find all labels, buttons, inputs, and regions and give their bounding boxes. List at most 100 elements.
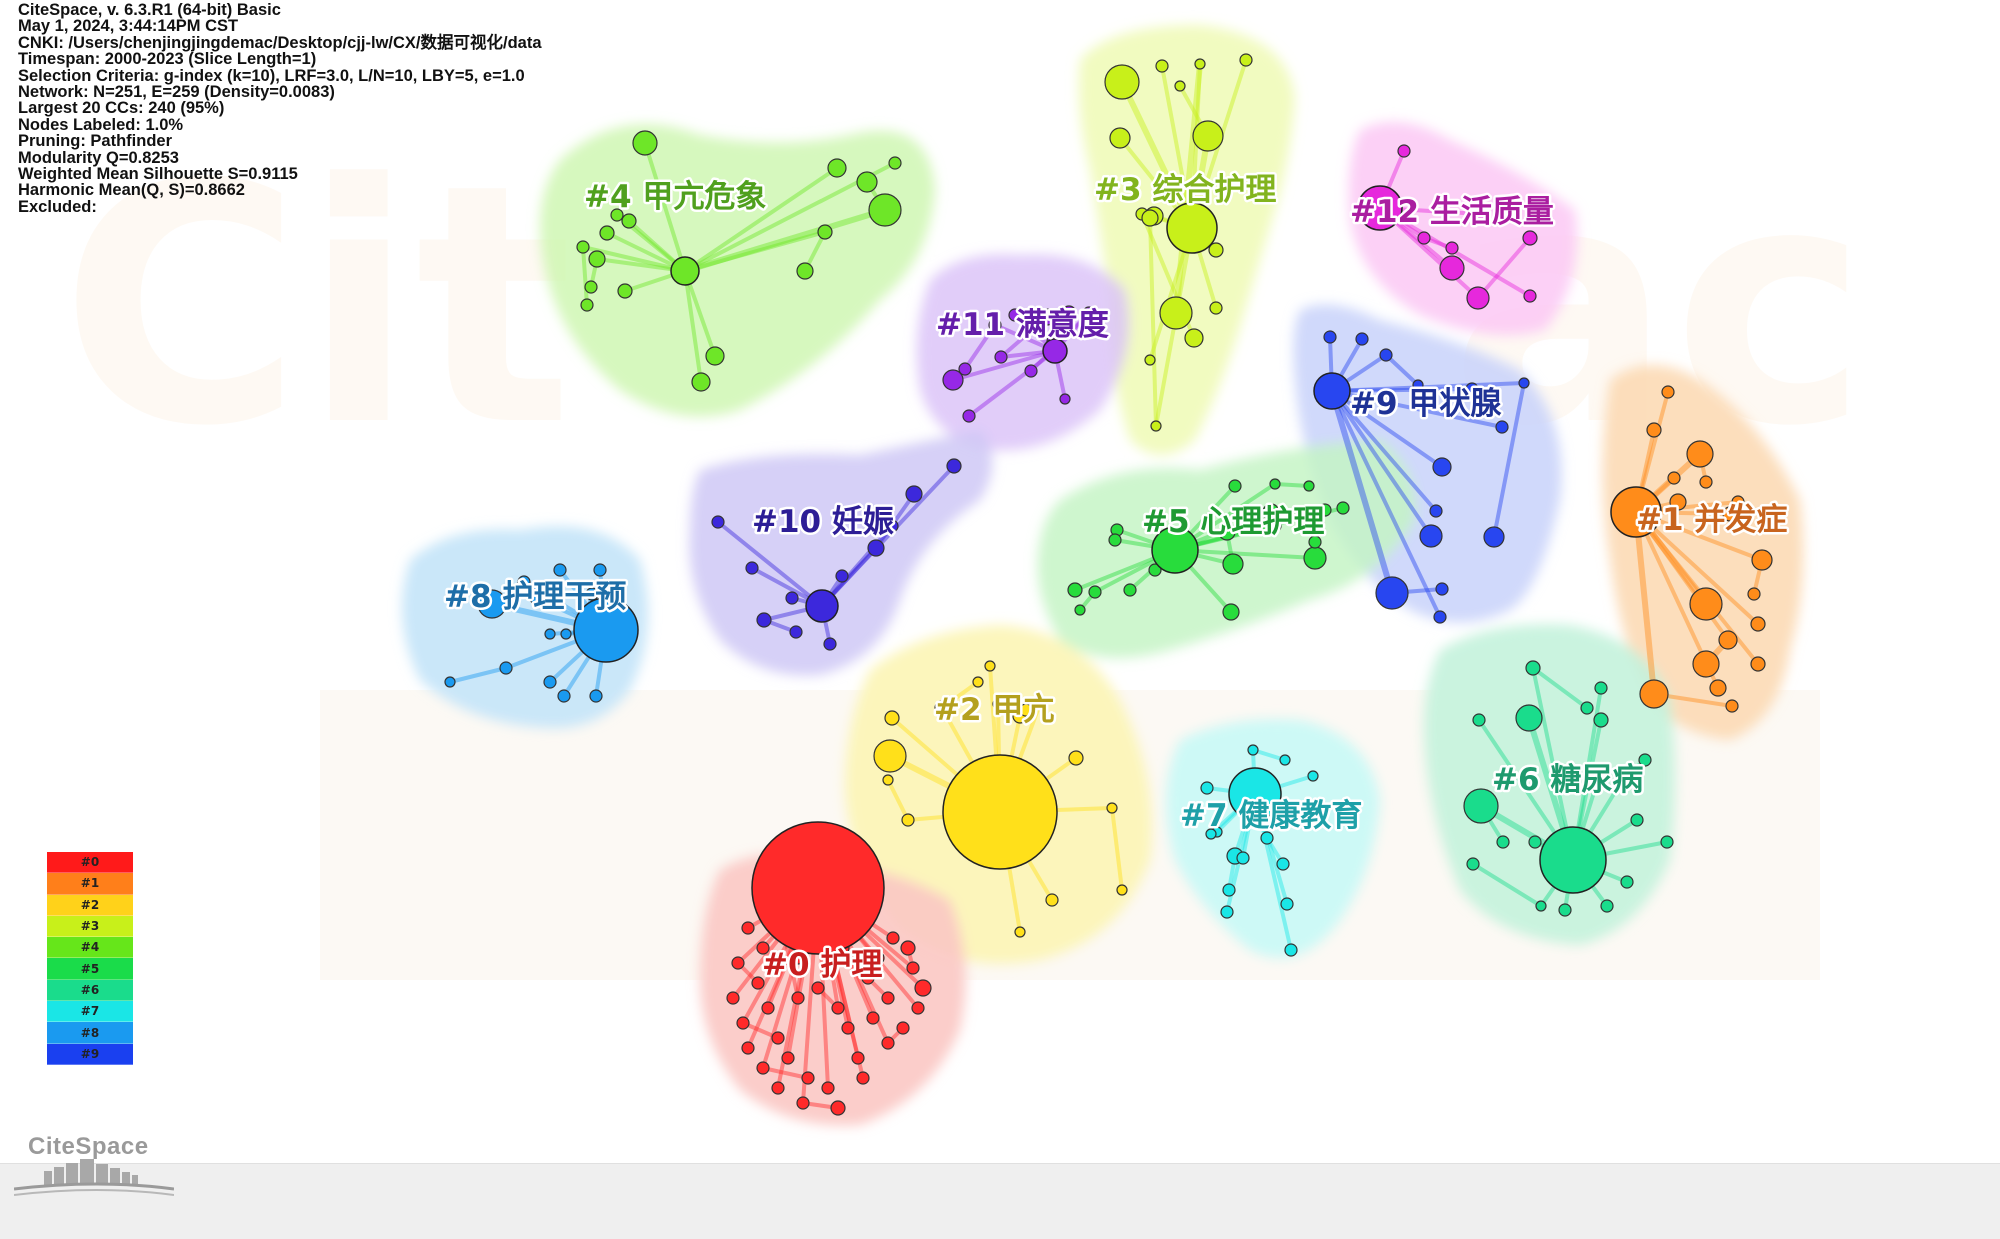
network-node — [1019, 703, 1033, 717]
legend-swatch: #0 — [47, 852, 133, 874]
metadata-line: Timespan: 2000-2023 (Slice Length=1) — [18, 50, 317, 69]
network-node — [1472, 713, 1486, 727]
edge — [1633, 509, 1657, 697]
network-node — [1417, 231, 1431, 245]
edge — [448, 666, 508, 684]
network-node — [1558, 903, 1572, 917]
network-node — [885, 519, 899, 533]
network-node — [1709, 679, 1727, 697]
network-node — [588, 250, 606, 268]
network-node — [791, 991, 805, 1005]
network-node — [1222, 553, 1244, 575]
network-node — [1280, 897, 1294, 911]
legend-swatch: #7 — [47, 1001, 133, 1023]
network-node — [1061, 305, 1077, 321]
network-node — [751, 976, 765, 990]
network-node — [1194, 58, 1206, 70]
network-node — [576, 240, 590, 254]
network-node — [553, 563, 567, 577]
network-node — [873, 739, 907, 773]
edge — [683, 166, 839, 273]
network-node — [906, 961, 920, 975]
svg-text:Cit: Cit — [60, 114, 573, 498]
network-node — [756, 1061, 770, 1075]
cluster-label: #5 心理护理 — [1142, 504, 1324, 540]
network-node — [1496, 835, 1510, 849]
network-node — [1722, 506, 1738, 522]
network-node — [1412, 379, 1424, 391]
network-node — [1218, 523, 1236, 541]
network-node — [705, 346, 725, 366]
network-node — [1276, 857, 1290, 871]
network-node — [942, 369, 964, 391]
network-node — [811, 981, 825, 995]
network-node — [557, 689, 571, 703]
network-hub-node — [1610, 486, 1662, 538]
network-node — [886, 931, 900, 945]
network-node — [1515, 704, 1543, 732]
citespace-metadata: CiteSpace, v. 6.3.R1 (64-bit) Basic May 1… — [18, 2, 542, 216]
edge — [1330, 389, 1433, 538]
network-node — [796, 1096, 810, 1110]
network-node — [1630, 813, 1644, 827]
edge — [1173, 506, 1345, 552]
network-node — [984, 660, 996, 672]
edge — [963, 323, 997, 371]
edge — [1329, 388, 1395, 596]
network-node — [1692, 650, 1720, 678]
hull-cluster-4 — [540, 124, 935, 417]
network-node — [1144, 354, 1156, 366]
network-node — [1669, 493, 1687, 511]
edge — [1330, 389, 1444, 469]
network-node — [1318, 503, 1332, 517]
edge — [967, 349, 1057, 418]
network-node — [835, 569, 849, 583]
metadata-line: Largest 20 CCs: 240 (95%) — [18, 99, 225, 118]
network-node — [1106, 802, 1118, 814]
network-node — [785, 591, 799, 605]
network-node — [1661, 385, 1675, 399]
network-node — [1639, 679, 1669, 709]
network-hub-node — [1357, 185, 1403, 231]
metadata-line: Modularity Q=0.8253 — [18, 148, 179, 167]
network-node — [1059, 393, 1071, 405]
cluster-label: #6 糖尿病 — [1492, 762, 1643, 798]
cluster-label: #0 护理 — [762, 947, 882, 983]
cluster-label: #9 甲状腺 — [1350, 386, 1502, 422]
network-node — [560, 628, 572, 640]
legend-swatch: #5 — [47, 958, 133, 980]
edge — [1148, 216, 1158, 428]
edge — [1471, 862, 1543, 908]
network-node — [992, 698, 1004, 710]
network-node — [1141, 209, 1159, 227]
network-node — [1594, 681, 1608, 695]
network-node — [1580, 701, 1594, 715]
network-node — [1483, 526, 1505, 548]
network-node — [544, 628, 556, 640]
hull-cluster-8 — [402, 526, 648, 729]
network-node — [972, 676, 984, 688]
network-node — [900, 940, 916, 956]
edge — [1273, 482, 1311, 488]
network-node — [946, 458, 962, 474]
legend-swatch: #3 — [47, 915, 133, 938]
edge — [1476, 236, 1532, 300]
network-node — [1269, 478, 1281, 490]
network-node — [741, 921, 755, 935]
network-node — [1236, 851, 1250, 865]
network-node — [1686, 440, 1714, 468]
network-node — [1088, 585, 1102, 599]
edge — [683, 230, 827, 273]
network-node — [823, 637, 837, 651]
network-node — [580, 298, 594, 312]
network-node — [499, 661, 513, 675]
network-node — [1747, 587, 1761, 601]
citespace-logo: CiteSpace — [14, 1133, 174, 1208]
cluster-color-legend: #0 #1 #2 #3 #4 #5 #6 #7 #8 #9 — [47, 852, 133, 1065]
cluster-label: #10 妊娠 — [752, 504, 894, 540]
network-node — [1445, 241, 1459, 255]
network-node — [827, 158, 847, 178]
cluster-label: #2 甲亢 — [934, 692, 1054, 728]
network-node — [1433, 610, 1447, 624]
